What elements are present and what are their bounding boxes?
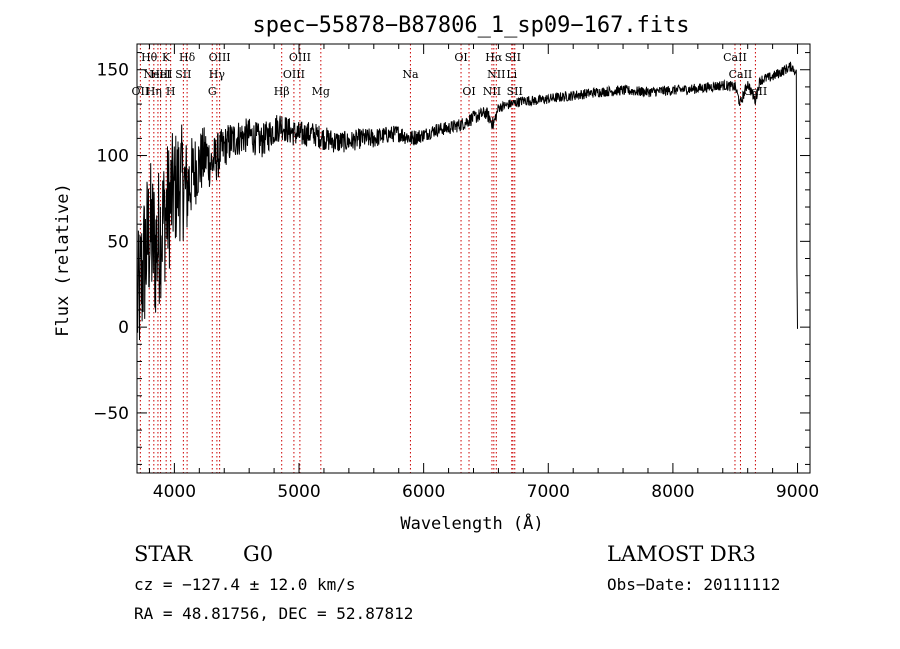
spectral-line-label: SII [507, 85, 523, 98]
spectral-line-label: OI [454, 51, 467, 64]
plot-frame [136, 43, 811, 474]
y-tick-label: 100 [97, 147, 129, 167]
x-tick-label: 6000 [402, 482, 445, 502]
x-axis-ticks: 4000 5000 6000 7000 8000 9000 [148, 44, 819, 502]
spectral-line-label: NeIII [143, 68, 172, 81]
spectral-line-label: Hθ [141, 51, 158, 64]
y-axis-label: Flux (relative) [53, 183, 73, 337]
spectral-line-label: G [208, 85, 217, 98]
spectral-line-label: SII [175, 68, 191, 81]
spectral-line-label: Li [506, 68, 517, 81]
spectral-line-label: K [162, 51, 171, 64]
y-tick-label: 50 [107, 232, 129, 252]
x-tick-label: 7000 [527, 482, 570, 502]
spectral-line-label: CaII [723, 51, 747, 64]
survey-name: LAMOST DR3 [607, 542, 756, 566]
spectral-line-label: Hγ [209, 68, 226, 81]
spectral-line-label: Na [402, 68, 419, 81]
y-tick-label: 150 [97, 61, 129, 81]
spectrum-trace [136, 61, 798, 341]
spectral-line-label: SII [505, 51, 521, 64]
obs-date: Obs−Date: 20111112 [607, 575, 780, 594]
x-tick-label: 5000 [277, 482, 320, 502]
x-tick-label: 8000 [651, 482, 694, 502]
object-class: STAR [134, 542, 193, 566]
x-axis-label: Wavelength (Å) [400, 512, 543, 534]
x-tick-label: 9000 [776, 482, 819, 502]
object-subclass: G0 [243, 542, 273, 566]
spectral-line-label: Hα [485, 51, 503, 64]
spectral-line-label: NII [487, 68, 505, 81]
spectral-line-label: HeI [150, 68, 170, 81]
redshift-cz: cz = −127.4 ± 12.0 km/s [134, 575, 356, 594]
y-axis-ticks: −50 0 50 100 150 [93, 52, 810, 465]
y-tick-label: 0 [118, 318, 129, 338]
x-tick-label: 4000 [153, 482, 196, 502]
spectral-line-label: H [166, 85, 176, 98]
chart-title: spec−55878−B87806_1_sp09−167.fits [252, 13, 689, 38]
spectral-line-label: OIII [209, 51, 231, 64]
spectral-line-label: Hδ [179, 51, 196, 64]
spectral-line-label: OIII [283, 68, 305, 81]
spectral-line-label: NII [483, 85, 501, 98]
spectral-line-label: Mg [312, 85, 330, 98]
spectral-line-label: Hη [146, 85, 162, 98]
spectral-line-label: CaII [729, 68, 753, 81]
spectral-line-label: OI [462, 85, 475, 98]
y-tick-label: −50 [93, 404, 129, 424]
spectral-line-label: OIII [289, 51, 311, 64]
spectral-line-markers [139, 44, 756, 473]
ra-dec-coords: RA = 48.81756, DEC = 52.87812 [134, 604, 413, 623]
spectral-line-label: OII [132, 85, 150, 98]
spectral-line-label: Hβ [274, 85, 290, 98]
